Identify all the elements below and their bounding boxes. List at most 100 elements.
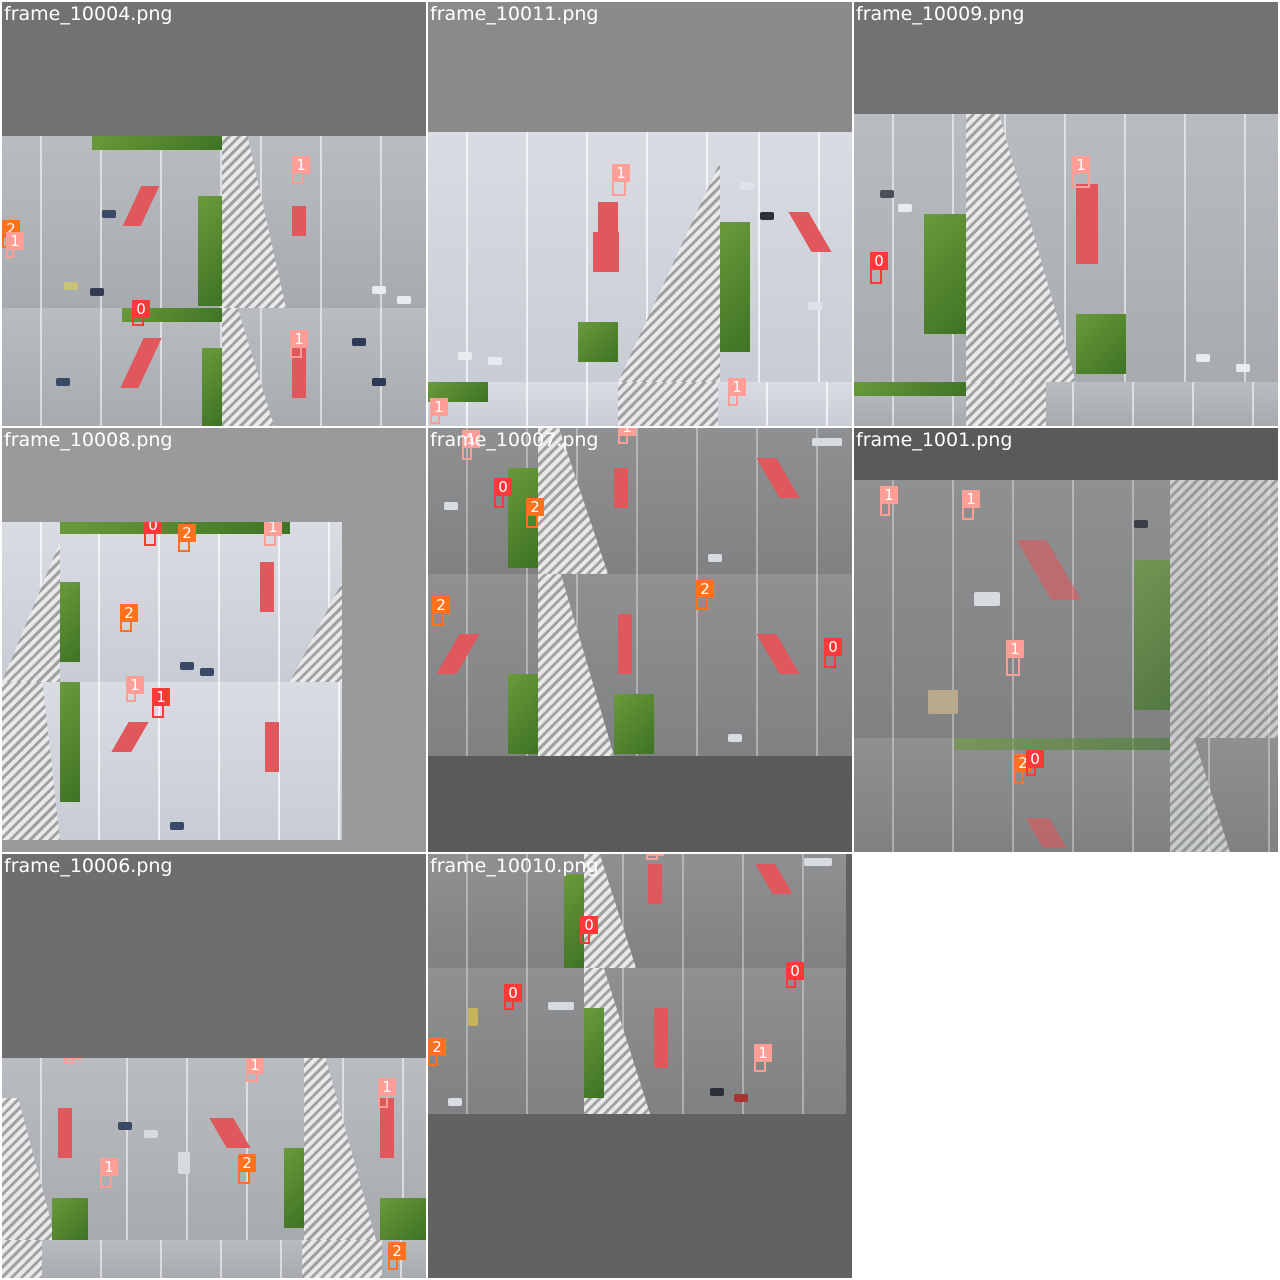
detection-label: 1 [462,430,480,448]
detection-label: 0 [824,638,842,656]
tile-frame-1001: frame_1001.png 1 1 1 [854,428,1278,852]
detection-label: 2 [238,1154,256,1172]
detection-label: 0 [870,252,888,270]
detection-box: 0 [824,638,842,668]
quad-image [538,574,852,756]
detection-box: 1 [292,156,310,184]
detection-label: 1 [6,232,24,250]
detection-box: 0 [870,252,888,284]
detection-label: 1 [264,522,282,536]
tile-title: frame_1001.png [856,429,1013,451]
quad-image [60,522,290,682]
tile-frame-10007: 1 1 0 2 2 2 0 frame_10007.png [428,428,852,852]
detection-label: 0 [580,916,598,934]
quad-image [2,1058,88,1240]
detection-box: 1 [152,688,170,718]
detection-box: 0 [494,478,512,508]
quad-image [60,682,342,840]
detection-box: 0 [786,962,804,988]
detection-label: 1 [612,164,630,182]
tile-title: frame_10010.png [430,855,599,877]
detection-box: 2 [696,580,714,610]
tile-title: frame_10011.png [430,3,599,25]
mosaic-image: 1 1 1 [428,132,852,426]
mosaic-image: 0 2 1 2 1 1 [2,522,342,840]
tile-frame-10006: frame_10006.png 1 [2,854,426,1278]
detection-label: 1 [430,398,448,416]
quad-image [854,738,1170,852]
detection-label: 0 [504,984,522,1002]
quad-image [584,854,846,968]
detection-box: 1 [100,1158,118,1188]
tile-title: frame_10004.png [4,3,173,25]
detection-box: 1 [264,522,282,546]
detection-box: 1 [64,1058,82,1064]
quad-image [1170,738,1278,852]
detection-box: 1 [728,378,746,406]
detection-box: 2 [428,1038,446,1066]
quad-image [720,132,852,382]
detection-box: 1 [962,490,980,520]
detection-label: 1 [126,676,144,694]
detection-box: 1 [462,430,480,460]
detection-box: 1 [378,1078,396,1108]
detection-label: 1 [754,1044,772,1062]
detection-box: 1 [612,164,630,196]
detection-label: 1 [290,330,308,348]
detection-label: 0 [144,522,162,534]
detection-label: 1 [1006,640,1024,658]
quad-image [428,132,720,382]
detection-label: 1 [618,428,636,436]
detection-box: 2 [526,498,544,528]
detection-label: 0 [494,478,512,496]
detection-box: 0 [132,300,150,326]
detection-box: 1 [754,1044,772,1072]
detection-box: 1 [126,676,144,702]
mosaic-image: 1 1 1 1 2 2 [2,1058,426,1278]
detection-label: 2 [696,580,714,598]
quad-image [222,136,426,308]
quad-image [428,854,584,968]
detection-box: 2 [388,1242,406,1270]
mosaic-image: 1 0 0 0 2 1 [428,854,846,1114]
tile-frame-10008: frame_10008.png 0 [2,428,426,852]
detection-label: 0 [1026,750,1044,768]
tile-title: frame_10009.png [856,3,1025,25]
detection-label: 0 [786,962,804,980]
mosaic-image: 1 0 [854,114,1278,426]
quad-image [2,522,60,682]
quad-image [1170,480,1278,738]
quad-image [854,480,1170,738]
detection-box: 2 [432,596,450,626]
detection-box: 1 [290,330,308,358]
detection-box: 0 [144,522,162,546]
detection-label: 2 [178,524,196,542]
detection-label: 1 [880,486,898,504]
detection-label: 2 [432,596,450,614]
quad-image [2,682,60,840]
detection-box: 1 [246,1058,264,1082]
tile-frame-10009: frame_10009.png 1 0 [854,2,1278,426]
detection-box: 1 [430,398,448,424]
detection-label: 2 [428,1038,446,1056]
detection-box: 2 [1014,754,1032,784]
detection-label: 1 [1072,156,1090,174]
quad-image [584,968,846,1114]
quad-image [428,382,852,426]
tile-frame-10010: 1 0 0 0 2 1 frame_10010.png [428,854,852,1278]
detection-box: 1 [6,232,24,258]
quad-image [854,114,966,382]
detection-box: 1 [880,486,898,516]
tile-frame-10004: frame_10004.png [2,2,426,426]
detection-box: 2 [238,1154,256,1184]
detection-box: 0 [580,916,598,944]
mosaic-image: 1 1 1 2 0 [854,480,1278,852]
detection-label: 1 [246,1058,264,1074]
mosaic-image: 1 1 0 2 2 2 0 [428,428,852,756]
tile-title: frame_10007.png [430,429,599,451]
mosaic-image: 1 2 1 0 1 [2,136,426,426]
detection-label: 2 [120,604,138,622]
detection-box: 1 [1006,640,1024,676]
detection-label: 1 [728,378,746,396]
quad-image [290,522,342,682]
